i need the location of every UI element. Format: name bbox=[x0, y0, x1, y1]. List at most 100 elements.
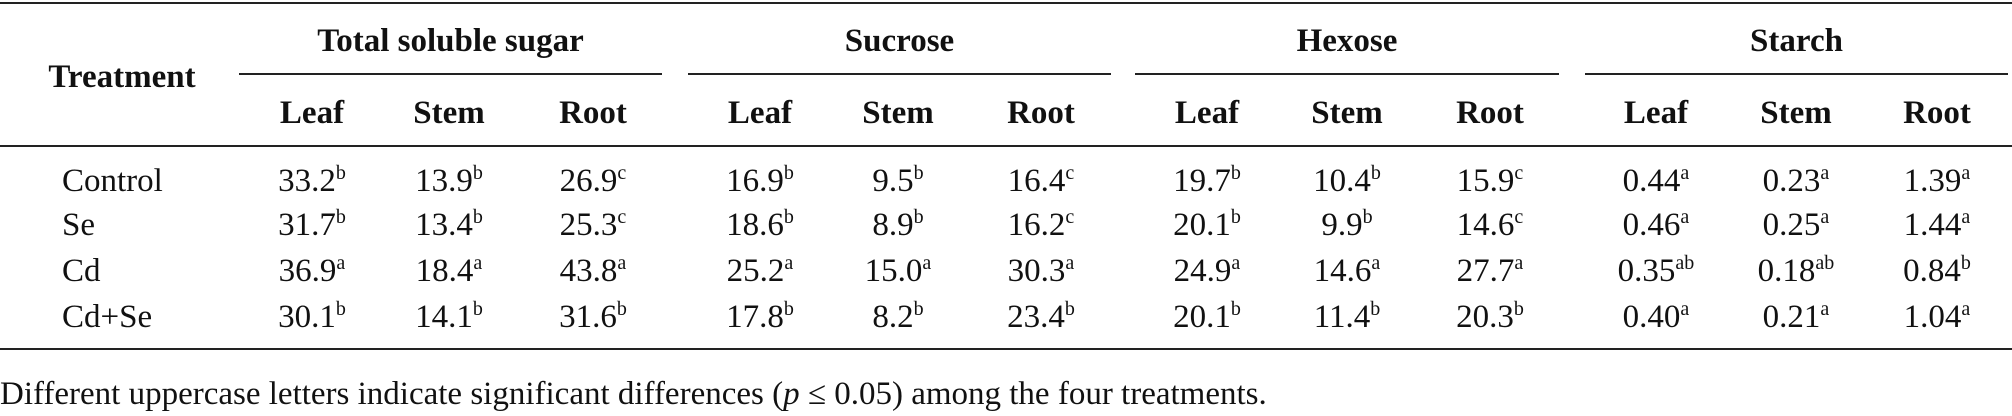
cell-significance: a bbox=[1065, 252, 1074, 274]
sub-header: Stem bbox=[1311, 95, 1382, 131]
cell-value: 27.7 bbox=[1457, 253, 1515, 289]
cell-significance: b bbox=[784, 206, 794, 228]
cell: 16.2c bbox=[1008, 206, 1075, 243]
cell-value: 31.6 bbox=[559, 299, 617, 335]
cell-value: 8.9 bbox=[872, 207, 913, 243]
sub-header: Root bbox=[1456, 95, 1524, 131]
cell-significance: b bbox=[1370, 298, 1380, 320]
cell-value: 26.9 bbox=[560, 163, 618, 199]
cell: 10.4b bbox=[1313, 162, 1381, 199]
cell-value: 30.1 bbox=[278, 299, 336, 335]
cell: 19.7b bbox=[1173, 162, 1241, 199]
cell-value: 25.2 bbox=[727, 253, 785, 289]
cell-significance: b bbox=[1961, 252, 1971, 274]
cell-significance: a bbox=[617, 252, 626, 274]
cell: 1.44a bbox=[1904, 206, 1971, 243]
cell-significance: a bbox=[473, 252, 482, 274]
group-header: Total soluble sugar bbox=[317, 23, 584, 59]
cell: 8.2b bbox=[872, 298, 923, 335]
cell: 43.8a bbox=[560, 252, 627, 289]
corner-header: Treatment bbox=[48, 59, 195, 95]
cell-value: 0.18 bbox=[1758, 253, 1816, 289]
cell: 14.6a bbox=[1314, 252, 1381, 289]
cell-value: 0.84 bbox=[1903, 253, 1961, 289]
cell: 1.39a bbox=[1904, 162, 1971, 199]
cell-significance: c bbox=[1514, 162, 1523, 184]
cell-value: 0.40 bbox=[1623, 299, 1681, 335]
cell: 20.3b bbox=[1456, 298, 1524, 335]
cell-significance: c bbox=[617, 162, 626, 184]
cell-significance: a bbox=[1680, 298, 1689, 320]
cell-value: 1.04 bbox=[1904, 299, 1962, 335]
cell: 25.2a bbox=[727, 252, 794, 289]
cell-significance: b bbox=[1514, 298, 1524, 320]
cell-value: 1.44 bbox=[1904, 207, 1962, 243]
cell: 18.6b bbox=[726, 206, 794, 243]
cell: 9.5b bbox=[872, 162, 923, 199]
cell-significance: b bbox=[473, 206, 483, 228]
cell: 14.1b bbox=[415, 298, 483, 335]
cell-significance: a bbox=[1371, 252, 1380, 274]
cell-value: 14.6 bbox=[1457, 207, 1515, 243]
footnote-text: ≤ 0.05) among the four treatments. bbox=[800, 376, 1267, 412]
cell-significance: b bbox=[1231, 298, 1241, 320]
cell: 1.04a bbox=[1904, 298, 1971, 335]
cell: 13.9b bbox=[415, 162, 483, 199]
treatment-label: Se bbox=[62, 207, 95, 243]
cell-significance: c bbox=[617, 206, 626, 228]
cell: 27.7a bbox=[1457, 252, 1524, 289]
cell-value: 19.7 bbox=[1173, 163, 1231, 199]
cell-significance: b bbox=[336, 162, 346, 184]
sub-header: Leaf bbox=[1175, 95, 1240, 131]
cell-value: 24.9 bbox=[1174, 253, 1232, 289]
cell-significance: a bbox=[1820, 298, 1829, 320]
cell-significance: b bbox=[1231, 162, 1241, 184]
cell: 0.35ab bbox=[1618, 252, 1695, 289]
sub-header: Root bbox=[559, 95, 627, 131]
cell-significance: a bbox=[1820, 162, 1829, 184]
cell-significance: a bbox=[1680, 206, 1689, 228]
footnote: Different uppercase letters indicate sig… bbox=[0, 376, 1267, 412]
sub-header: Stem bbox=[1760, 95, 1831, 131]
cell-value: 33.2 bbox=[278, 163, 336, 199]
cell-value: 0.25 bbox=[1763, 207, 1821, 243]
cell: 0.18ab bbox=[1758, 252, 1835, 289]
cell: 18.4a bbox=[416, 252, 483, 289]
cell-value: 20.1 bbox=[1173, 299, 1231, 335]
cell-significance: b bbox=[336, 206, 346, 228]
group-header: Sucrose bbox=[845, 23, 954, 59]
cell-significance: b bbox=[784, 162, 794, 184]
group-header: Hexose bbox=[1297, 23, 1398, 59]
cell-value: 17.8 bbox=[726, 299, 784, 335]
cell-significance: a bbox=[1680, 162, 1689, 184]
cell-value: 43.8 bbox=[560, 253, 618, 289]
cell: 20.1b bbox=[1173, 298, 1241, 335]
cell-significance: b bbox=[1371, 162, 1381, 184]
cell: 15.0a bbox=[865, 252, 932, 289]
footnote-italic: p bbox=[781, 376, 800, 412]
cell-significance: a bbox=[784, 252, 793, 274]
cell-value: 15.9 bbox=[1457, 163, 1515, 199]
cell: 13.4b bbox=[415, 206, 483, 243]
cell: 0.23a bbox=[1763, 162, 1830, 199]
cell-significance: b bbox=[914, 162, 924, 184]
cell-value: 1.39 bbox=[1904, 163, 1962, 199]
cell: 25.3c bbox=[560, 206, 627, 243]
cell-significance: a bbox=[922, 252, 931, 274]
sub-header: Stem bbox=[862, 95, 933, 131]
cell-significance: c bbox=[1065, 206, 1074, 228]
sub-header: Stem bbox=[413, 95, 484, 131]
sub-header: Root bbox=[1903, 95, 1971, 131]
cell-significance: a bbox=[1820, 206, 1829, 228]
cell: 26.9c bbox=[560, 162, 627, 199]
cell-significance: b bbox=[1363, 206, 1373, 228]
cell-value: 11.4 bbox=[1314, 299, 1371, 335]
treatment-label: Control bbox=[62, 163, 163, 199]
cell-significance: a bbox=[1961, 162, 1970, 184]
cell: 30.1b bbox=[278, 298, 346, 335]
cell-value: 8.2 bbox=[872, 299, 913, 335]
cell-value: 16.4 bbox=[1008, 163, 1066, 199]
cell-value: 0.21 bbox=[1763, 299, 1821, 335]
cell: 30.3a bbox=[1008, 252, 1075, 289]
cell-significance: a bbox=[1961, 298, 1970, 320]
